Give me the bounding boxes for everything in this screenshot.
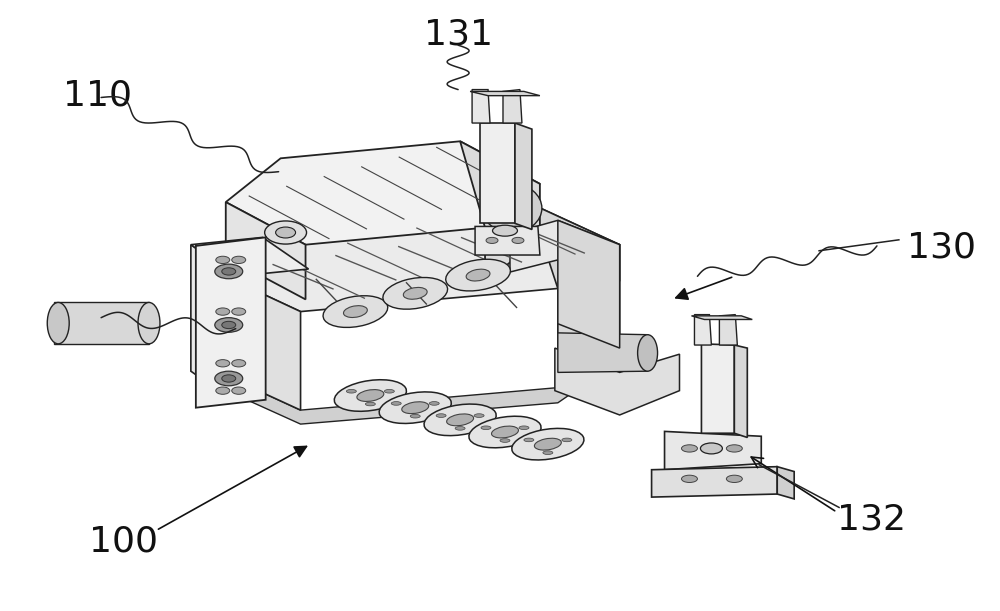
Ellipse shape [424, 404, 496, 436]
Polygon shape [54, 302, 149, 345]
Ellipse shape [466, 269, 490, 281]
Polygon shape [503, 90, 522, 123]
Polygon shape [777, 467, 794, 499]
Ellipse shape [512, 428, 584, 460]
Polygon shape [216, 345, 620, 424]
Polygon shape [475, 227, 540, 255]
Polygon shape [226, 202, 306, 299]
Ellipse shape [222, 375, 236, 382]
Ellipse shape [447, 414, 474, 426]
Ellipse shape [492, 426, 518, 438]
Polygon shape [480, 123, 515, 224]
Ellipse shape [216, 256, 230, 263]
Polygon shape [691, 316, 752, 320]
Ellipse shape [402, 402, 429, 414]
Polygon shape [196, 238, 266, 408]
Ellipse shape [216, 308, 230, 315]
Polygon shape [701, 344, 734, 433]
Ellipse shape [232, 387, 246, 394]
Ellipse shape [222, 268, 236, 275]
Ellipse shape [215, 371, 243, 386]
Ellipse shape [446, 259, 510, 291]
Ellipse shape [403, 287, 427, 299]
Polygon shape [191, 238, 309, 276]
Ellipse shape [455, 426, 465, 430]
Ellipse shape [638, 335, 658, 371]
Polygon shape [515, 123, 532, 230]
Ellipse shape [410, 414, 420, 418]
Polygon shape [470, 92, 540, 96]
Ellipse shape [215, 264, 243, 279]
Polygon shape [510, 221, 620, 281]
Ellipse shape [726, 475, 742, 483]
Polygon shape [216, 272, 301, 410]
Ellipse shape [681, 475, 697, 483]
Ellipse shape [562, 438, 572, 442]
Polygon shape [555, 348, 680, 415]
Ellipse shape [474, 414, 484, 417]
Polygon shape [530, 203, 620, 387]
Text: 130: 130 [907, 231, 976, 265]
Ellipse shape [379, 392, 451, 423]
Ellipse shape [681, 445, 697, 452]
Ellipse shape [265, 221, 307, 244]
Polygon shape [558, 221, 620, 348]
Ellipse shape [276, 227, 296, 238]
Ellipse shape [343, 306, 367, 318]
Text: 120: 120 [63, 302, 132, 336]
Polygon shape [719, 315, 737, 345]
Ellipse shape [216, 360, 230, 367]
Polygon shape [694, 315, 711, 345]
Ellipse shape [215, 318, 243, 332]
Ellipse shape [519, 426, 529, 430]
Ellipse shape [429, 401, 439, 405]
Ellipse shape [365, 402, 375, 406]
Ellipse shape [481, 426, 491, 430]
Ellipse shape [334, 380, 406, 411]
Polygon shape [460, 141, 540, 282]
Polygon shape [558, 333, 648, 372]
Ellipse shape [486, 238, 498, 243]
Ellipse shape [524, 438, 534, 442]
Ellipse shape [482, 184, 542, 233]
Text: 132: 132 [837, 503, 906, 536]
Ellipse shape [543, 451, 553, 455]
Text: 100: 100 [89, 524, 158, 558]
Ellipse shape [512, 238, 524, 243]
Polygon shape [216, 203, 620, 312]
Ellipse shape [47, 302, 69, 344]
Ellipse shape [323, 296, 388, 327]
Ellipse shape [232, 360, 246, 367]
Ellipse shape [436, 414, 446, 417]
Ellipse shape [534, 438, 561, 450]
Ellipse shape [346, 389, 356, 393]
Ellipse shape [391, 401, 401, 405]
Ellipse shape [232, 308, 246, 315]
Ellipse shape [469, 416, 541, 448]
Polygon shape [734, 345, 747, 437]
Polygon shape [652, 467, 777, 497]
Ellipse shape [497, 196, 527, 221]
Ellipse shape [500, 439, 510, 442]
Ellipse shape [222, 321, 236, 329]
Ellipse shape [700, 443, 722, 454]
Ellipse shape [726, 445, 742, 452]
Text: 131: 131 [424, 18, 493, 52]
Text: 110: 110 [63, 79, 132, 112]
Ellipse shape [384, 389, 394, 393]
Ellipse shape [232, 256, 246, 263]
Ellipse shape [493, 225, 517, 236]
Ellipse shape [138, 302, 160, 344]
Ellipse shape [383, 277, 448, 309]
Polygon shape [226, 141, 540, 244]
Polygon shape [665, 431, 761, 470]
Polygon shape [191, 244, 236, 403]
Ellipse shape [357, 390, 384, 401]
Polygon shape [472, 90, 490, 123]
Ellipse shape [216, 387, 230, 394]
